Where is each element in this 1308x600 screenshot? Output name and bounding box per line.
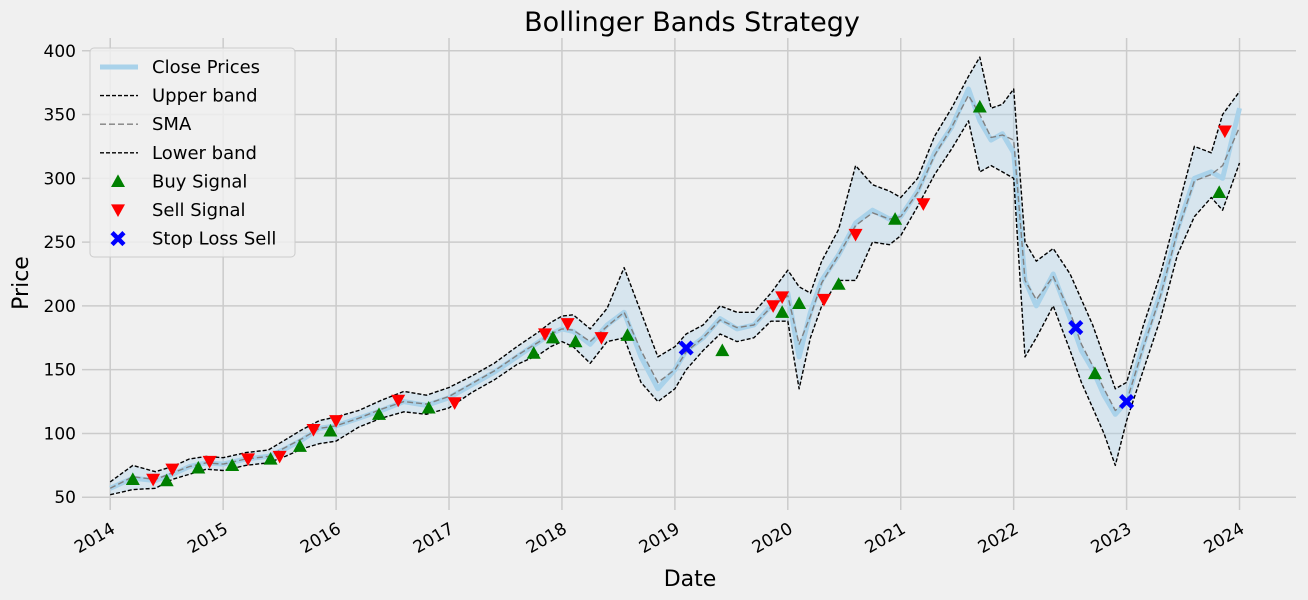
sell-signal-marker bbox=[447, 397, 462, 410]
y-tick-label: 200 bbox=[44, 297, 76, 317]
sell-signal-marker bbox=[146, 473, 161, 487]
y-tick-label: 50 bbox=[54, 488, 76, 508]
buy-signal-marker bbox=[225, 458, 240, 471]
legend-entry: Upper band bbox=[100, 86, 258, 107]
sell-signal-marker bbox=[329, 415, 344, 428]
y-tick-label: 350 bbox=[44, 106, 76, 126]
buy-signal-marker bbox=[159, 473, 174, 487]
legend-label: Upper band bbox=[152, 86, 258, 107]
buy-signal-marker bbox=[888, 212, 903, 225]
sell-signal-marker bbox=[816, 293, 831, 307]
stop-loss-marker bbox=[1119, 394, 1135, 410]
sell-signal-marker bbox=[241, 453, 256, 466]
buy-signal-marker bbox=[620, 328, 635, 341]
buy-signal-marker bbox=[526, 346, 541, 359]
legend-label: Lower band bbox=[152, 143, 257, 164]
legend-label: Sell Signal bbox=[152, 200, 246, 221]
y-tick-label: 100 bbox=[44, 424, 76, 444]
sell-signal-marker bbox=[848, 228, 863, 242]
buy-signal-marker bbox=[568, 334, 583, 348]
sell-signal-marker bbox=[766, 300, 781, 313]
sell-signal-marker bbox=[775, 291, 790, 304]
sell-signal-marker bbox=[594, 332, 609, 345]
buy-signal-marker bbox=[792, 296, 807, 309]
legend-entry: Sell Signal bbox=[111, 200, 246, 221]
buy-signal-marker bbox=[292, 439, 307, 452]
legend-entry: Lower band bbox=[100, 143, 257, 164]
y-tick-label: 400 bbox=[44, 42, 76, 62]
buy-signal-marker bbox=[715, 343, 730, 357]
sell-signal-marker bbox=[202, 455, 217, 469]
buy-signal-marker bbox=[1212, 185, 1227, 198]
legend-swatch bbox=[111, 204, 125, 217]
chart-title: Bollinger Bands Strategy bbox=[524, 7, 860, 38]
buy-signal-marker bbox=[1087, 366, 1102, 380]
legend-label: Stop Loss Sell bbox=[152, 229, 276, 250]
legend-swatch bbox=[111, 174, 125, 187]
x-marker-stroke bbox=[678, 340, 694, 356]
legend-box bbox=[89, 47, 296, 258]
y-tick-label: 150 bbox=[44, 361, 76, 381]
sell-signal-marker bbox=[306, 424, 321, 437]
buy-signal-marker bbox=[125, 472, 140, 485]
sell-signal-marker bbox=[1217, 125, 1232, 139]
legend-swatch bbox=[110, 231, 126, 247]
legend: Close Prices Upper band SMA Lower band Buy S… bbox=[89, 47, 296, 258]
stop-loss-marker bbox=[1068, 320, 1084, 336]
x-marker-stroke bbox=[1119, 394, 1135, 410]
legend-label: Buy Signal bbox=[152, 171, 247, 192]
legend-entry: SMA bbox=[100, 114, 192, 135]
sell-signal-marker bbox=[560, 318, 575, 331]
legend-entry: Stop Loss Sell bbox=[110, 229, 276, 250]
signal-markers bbox=[125, 99, 1232, 487]
buy-signal-marker bbox=[263, 451, 278, 465]
sell-signal-marker bbox=[916, 198, 931, 211]
legend-label: SMA bbox=[152, 114, 192, 135]
y-tick-label: 300 bbox=[44, 169, 76, 189]
sell-signal-marker bbox=[165, 463, 180, 477]
buy-signal-marker bbox=[775, 305, 790, 318]
legend-entry: Close Prices bbox=[100, 57, 260, 78]
sell-signal-marker bbox=[391, 394, 406, 408]
buy-signal-marker bbox=[831, 277, 846, 290]
buy-signal-marker bbox=[372, 407, 387, 420]
sell-signal-marker bbox=[272, 450, 287, 464]
y-tick-label: 250 bbox=[44, 233, 76, 253]
buy-signal-marker bbox=[323, 423, 338, 437]
upper-band-line bbox=[109, 56, 1241, 483]
stop-loss-marker bbox=[678, 340, 694, 356]
buy-signal-marker bbox=[545, 330, 560, 344]
sell-signal-marker bbox=[538, 328, 553, 341]
legend-label: Close Prices bbox=[152, 57, 260, 78]
x-marker-stroke bbox=[1068, 320, 1084, 336]
x-axis-title: Date bbox=[664, 567, 717, 592]
buy-signal-marker bbox=[972, 99, 987, 113]
y-axis-title: Price bbox=[9, 256, 34, 310]
legend-entry: Buy Signal bbox=[111, 171, 247, 192]
x-marker-stroke bbox=[110, 231, 126, 247]
buy-signal-marker bbox=[191, 460, 206, 474]
buy-signal-marker bbox=[421, 400, 436, 414]
